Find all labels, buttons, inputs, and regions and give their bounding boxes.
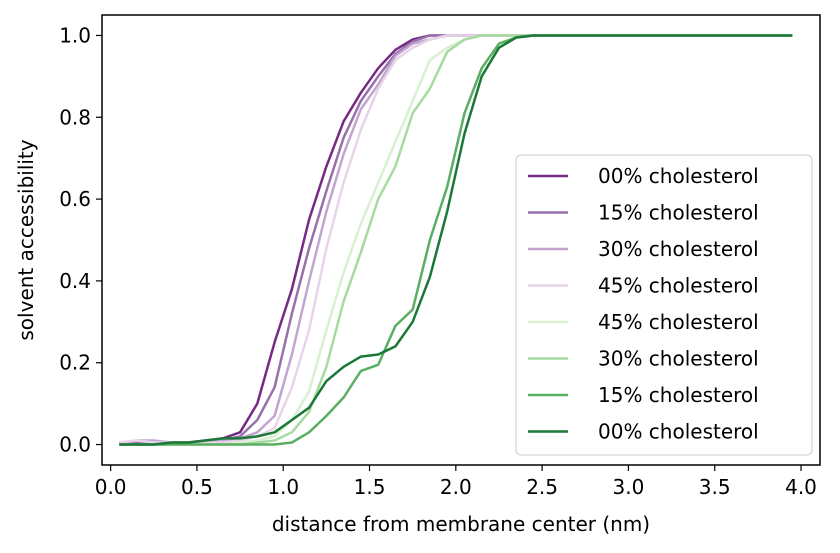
y-tick-label: 0.6 (59, 187, 91, 211)
x-axis-ticks: 0.0 0.5 1.0 1.5 2.0 2.5 3.0 3.5 4.0 (95, 465, 817, 499)
legend-label: 30% cholesterol (598, 347, 759, 371)
x-tick-label: 3.0 (613, 475, 645, 499)
x-axis-label: distance from membrane center (nm) (272, 512, 650, 536)
legend-box (515, 154, 813, 456)
x-tick-label: 4.0 (785, 475, 817, 499)
legend-label: 30% cholesterol (598, 237, 759, 261)
series-layer (119, 34, 793, 446)
x-tick-label: 3.5 (699, 475, 731, 499)
x-tick-label: 0.0 (95, 475, 127, 499)
legend-label: 15% cholesterol (598, 201, 759, 225)
y-axis-ticks: 0.0 0.2 0.4 0.6 0.8 1.0 (59, 23, 102, 457)
legend-label: 15% cholesterol (598, 383, 759, 407)
legend-label: 45% cholesterol (598, 274, 759, 298)
legend: 00% cholesterol 15% cholesterol 30% choles… (515, 154, 813, 456)
y-tick-label: 0.8 (59, 105, 91, 129)
x-tick-label: 1.0 (267, 475, 299, 499)
x-tick-label: 0.5 (181, 475, 213, 499)
series-line-8 (119, 34, 793, 446)
y-tick-label: 0.4 (59, 269, 91, 293)
y-tick-label: 0.2 (59, 351, 91, 375)
axes-frame (101, 14, 821, 466)
legend-label: 00% cholesterol (598, 164, 759, 188)
legend-label: 00% cholesterol (598, 420, 759, 444)
x-tick-label: 1.5 (354, 475, 386, 499)
x-tick-label: 2.0 (440, 475, 472, 499)
y-tick-label: 1.0 (59, 23, 91, 47)
x-tick-label: 2.5 (526, 475, 558, 499)
series-line-7 (119, 34, 793, 446)
legend-label: 45% cholesterol (598, 310, 759, 334)
y-axis-label: solvent accessibility (14, 139, 38, 340)
y-tick-label: 0.0 (59, 433, 91, 457)
